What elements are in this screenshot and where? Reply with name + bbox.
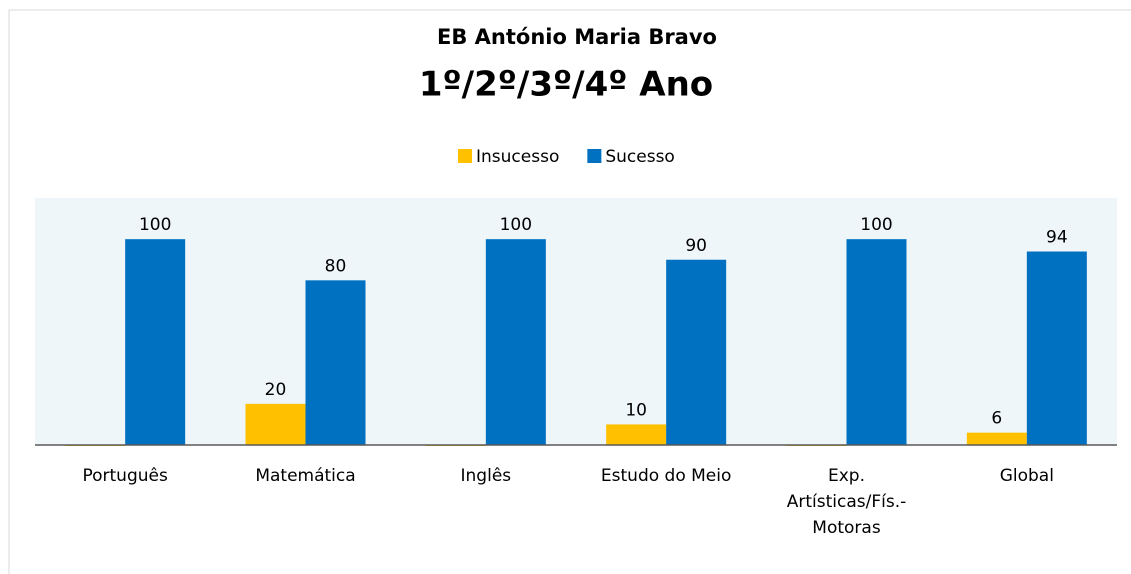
chart-subtitle: 1º/2º/3º/4º Ano	[419, 65, 713, 105]
bar	[606, 424, 667, 445]
data-label: 94	[1046, 228, 1068, 248]
bar	[305, 280, 366, 445]
data-label: 100	[500, 215, 532, 235]
chart-title: EB António Maria Bravo	[437, 25, 717, 49]
legend-label: Insucesso	[476, 147, 559, 167]
bar	[666, 259, 727, 445]
data-label: 100	[139, 215, 171, 235]
data-label: 6	[991, 409, 1002, 429]
data-label: 20	[265, 380, 287, 400]
bar	[245, 403, 306, 445]
data-label: 100	[860, 215, 892, 235]
data-label: 10	[625, 400, 647, 420]
x-tick-label: Estudo do Meio	[600, 466, 732, 486]
plot-area	[35, 198, 1117, 445]
data-label: 90	[685, 236, 707, 256]
bar	[966, 432, 1027, 445]
x-tick-label: Exp. Artísticas/Fís.-Motoras	[786, 466, 907, 538]
bar	[485, 239, 546, 445]
x-tick-label: Matemática	[255, 466, 356, 486]
legend-swatch	[458, 149, 472, 163]
x-tick-label: Português	[82, 466, 168, 486]
legend-swatch	[587, 149, 602, 163]
legend-label: Sucesso	[605, 147, 675, 167]
bar	[125, 239, 186, 445]
bar	[1026, 251, 1087, 445]
x-tick-label: Global	[999, 466, 1054, 486]
bar	[846, 239, 907, 445]
x-tick-label: Inglês	[460, 466, 512, 486]
data-label: 80	[325, 256, 347, 276]
